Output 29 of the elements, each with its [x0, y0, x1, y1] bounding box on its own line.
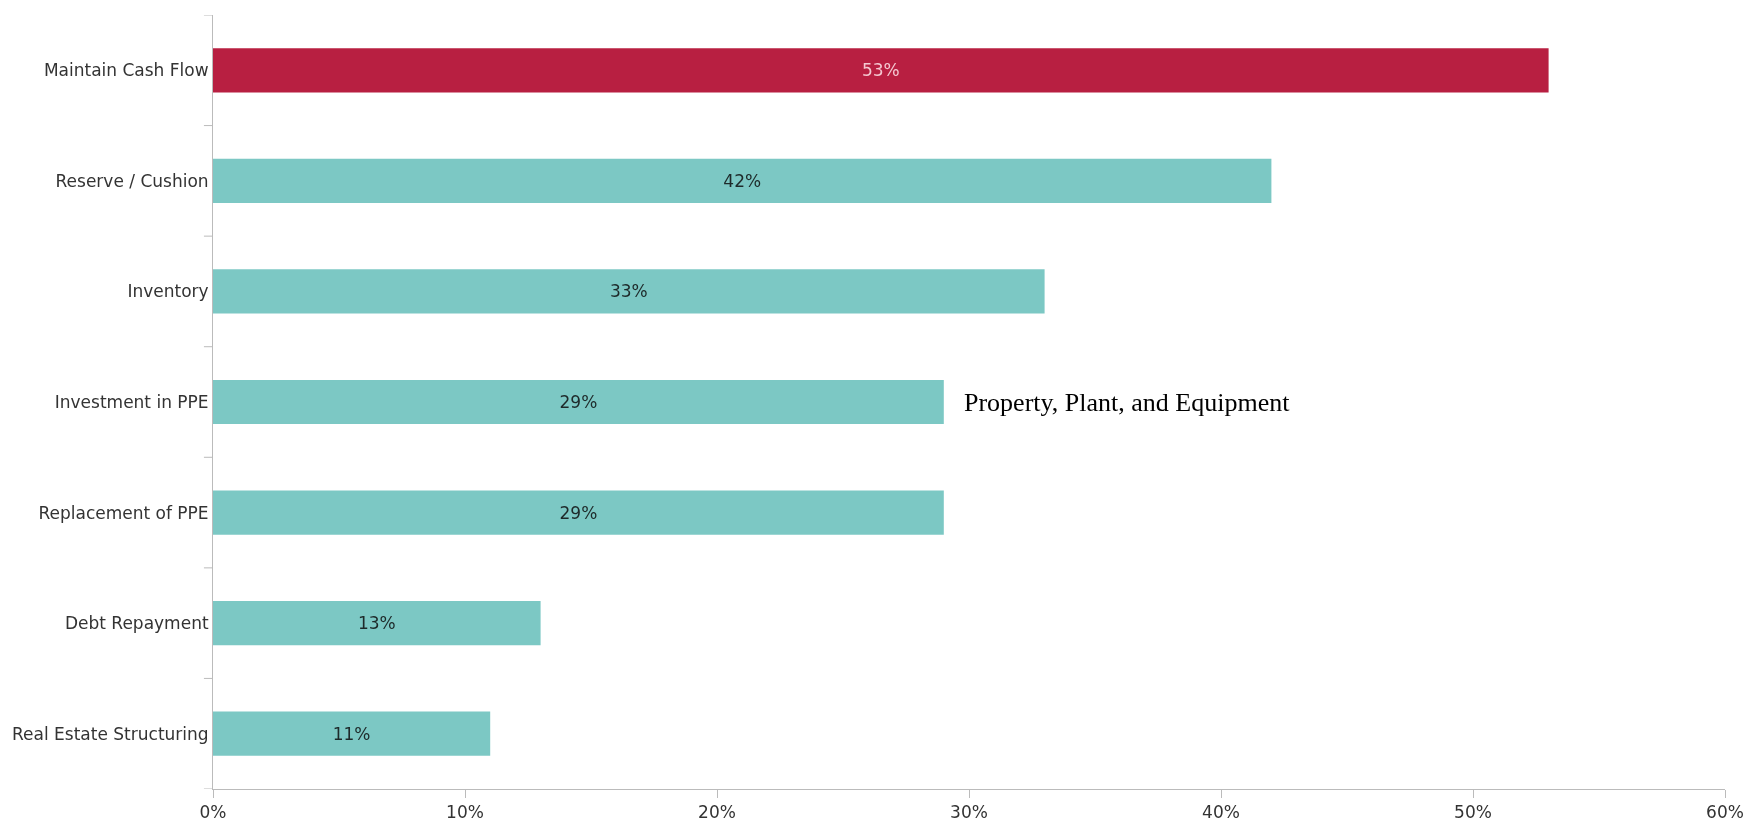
y-tick-label: Maintain Cash Flow [43, 60, 209, 81]
data-label: 13% [357, 613, 396, 634]
y-tick-label: Inventory [127, 281, 209, 302]
bar [213, 269, 1045, 314]
x-tick-label: 30% [950, 802, 988, 823]
x-tick-label: 10% [446, 802, 484, 823]
x-tick-label: 60% [1706, 802, 1744, 823]
y-tick-label: Debt Repayment [64, 613, 209, 634]
x-tick-label: 20% [698, 802, 736, 823]
data-label: 29% [559, 502, 598, 523]
y-tick-label: Reserve / Cushion [55, 170, 209, 191]
data-label: 29% [559, 392, 598, 412]
y-tick-label: Replacement of PPE [38, 502, 209, 523]
data-label: 53% [861, 60, 900, 81]
data-label: 42% [723, 170, 762, 191]
data-label: 11% [332, 723, 371, 744]
x-tick-label: 40% [1202, 802, 1240, 823]
annotation: Property, Plant, and Equipment [964, 388, 1291, 417]
data-label: 33% [609, 281, 648, 302]
x-tick-label: 50% [1454, 802, 1492, 823]
bar [213, 490, 944, 535]
x-tick-label: 0% [199, 802, 227, 823]
y-tick-label: Real Estate Structuring [12, 723, 209, 744]
bar [213, 601, 541, 646]
bar [213, 379, 944, 425]
bar [213, 711, 491, 756]
bar [213, 48, 1549, 93]
bar [213, 158, 1272, 203]
y-tick-label: Investment in PPE [54, 391, 209, 412]
